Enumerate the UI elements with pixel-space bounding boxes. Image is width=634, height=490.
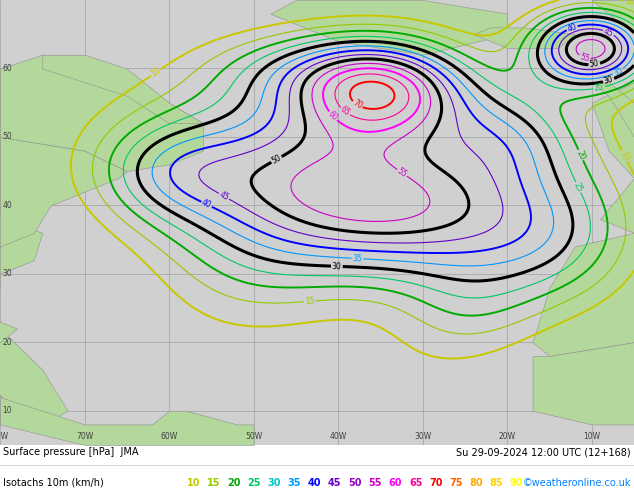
Text: 20: 20 [3, 338, 12, 347]
Text: 30W: 30W [414, 433, 431, 441]
Text: 45: 45 [602, 26, 615, 39]
Text: 50: 50 [589, 59, 600, 70]
Text: 20: 20 [227, 478, 240, 488]
Text: 30: 30 [332, 262, 342, 271]
Text: 60: 60 [389, 478, 402, 488]
Text: 45: 45 [217, 190, 230, 202]
Text: 10: 10 [149, 66, 162, 79]
Text: ©weatheronline.co.uk: ©weatheronline.co.uk [522, 478, 631, 488]
Text: 10: 10 [186, 478, 200, 488]
Text: Su 29-09-2024 12:00 UTC (12+168): Su 29-09-2024 12:00 UTC (12+168) [456, 447, 631, 457]
Text: 60: 60 [3, 64, 12, 73]
Text: 40W: 40W [330, 433, 347, 441]
Text: 15: 15 [207, 478, 221, 488]
Text: 80W: 80W [0, 433, 9, 441]
Text: 80: 80 [470, 478, 483, 488]
Text: 65: 65 [409, 478, 422, 488]
Text: 40: 40 [566, 22, 578, 34]
Text: 30: 30 [3, 270, 12, 278]
Text: 70: 70 [351, 98, 364, 111]
Text: 75: 75 [450, 478, 463, 488]
Text: 90: 90 [510, 478, 524, 488]
Text: 70: 70 [429, 478, 443, 488]
Text: 35: 35 [288, 478, 301, 488]
Text: 25: 25 [572, 181, 585, 194]
Text: 65: 65 [339, 105, 352, 118]
Text: 40: 40 [200, 198, 213, 211]
Text: 30: 30 [268, 478, 281, 488]
Text: 35: 35 [612, 65, 624, 77]
Text: 10: 10 [618, 150, 631, 163]
Text: 45: 45 [328, 478, 342, 488]
Text: 10W: 10W [583, 433, 600, 441]
Text: 60: 60 [327, 109, 339, 122]
Text: 10: 10 [3, 406, 12, 415]
Text: 20: 20 [574, 149, 587, 161]
Text: 70W: 70W [76, 433, 93, 441]
Text: 25: 25 [247, 478, 261, 488]
Text: 50W: 50W [245, 433, 262, 441]
Text: 55: 55 [396, 167, 408, 179]
Text: 35: 35 [353, 254, 363, 263]
Text: Surface pressure [hPa]  JMA: Surface pressure [hPa] JMA [3, 447, 139, 457]
Text: 50: 50 [270, 153, 283, 166]
Text: 40: 40 [308, 478, 321, 488]
Text: 10: 10 [623, 0, 634, 8]
Text: Isotachs 10m (km/h): Isotachs 10m (km/h) [3, 478, 104, 488]
Text: 60W: 60W [160, 433, 178, 441]
Text: 50: 50 [3, 132, 12, 142]
Text: 30: 30 [602, 74, 614, 86]
Text: 20W: 20W [498, 433, 516, 441]
Text: 25: 25 [593, 82, 605, 93]
Text: 40: 40 [3, 201, 12, 210]
Text: 55: 55 [579, 52, 591, 63]
Text: 50: 50 [348, 478, 362, 488]
Text: 55: 55 [368, 478, 382, 488]
Text: 85: 85 [489, 478, 503, 488]
Text: 15: 15 [305, 296, 315, 306]
